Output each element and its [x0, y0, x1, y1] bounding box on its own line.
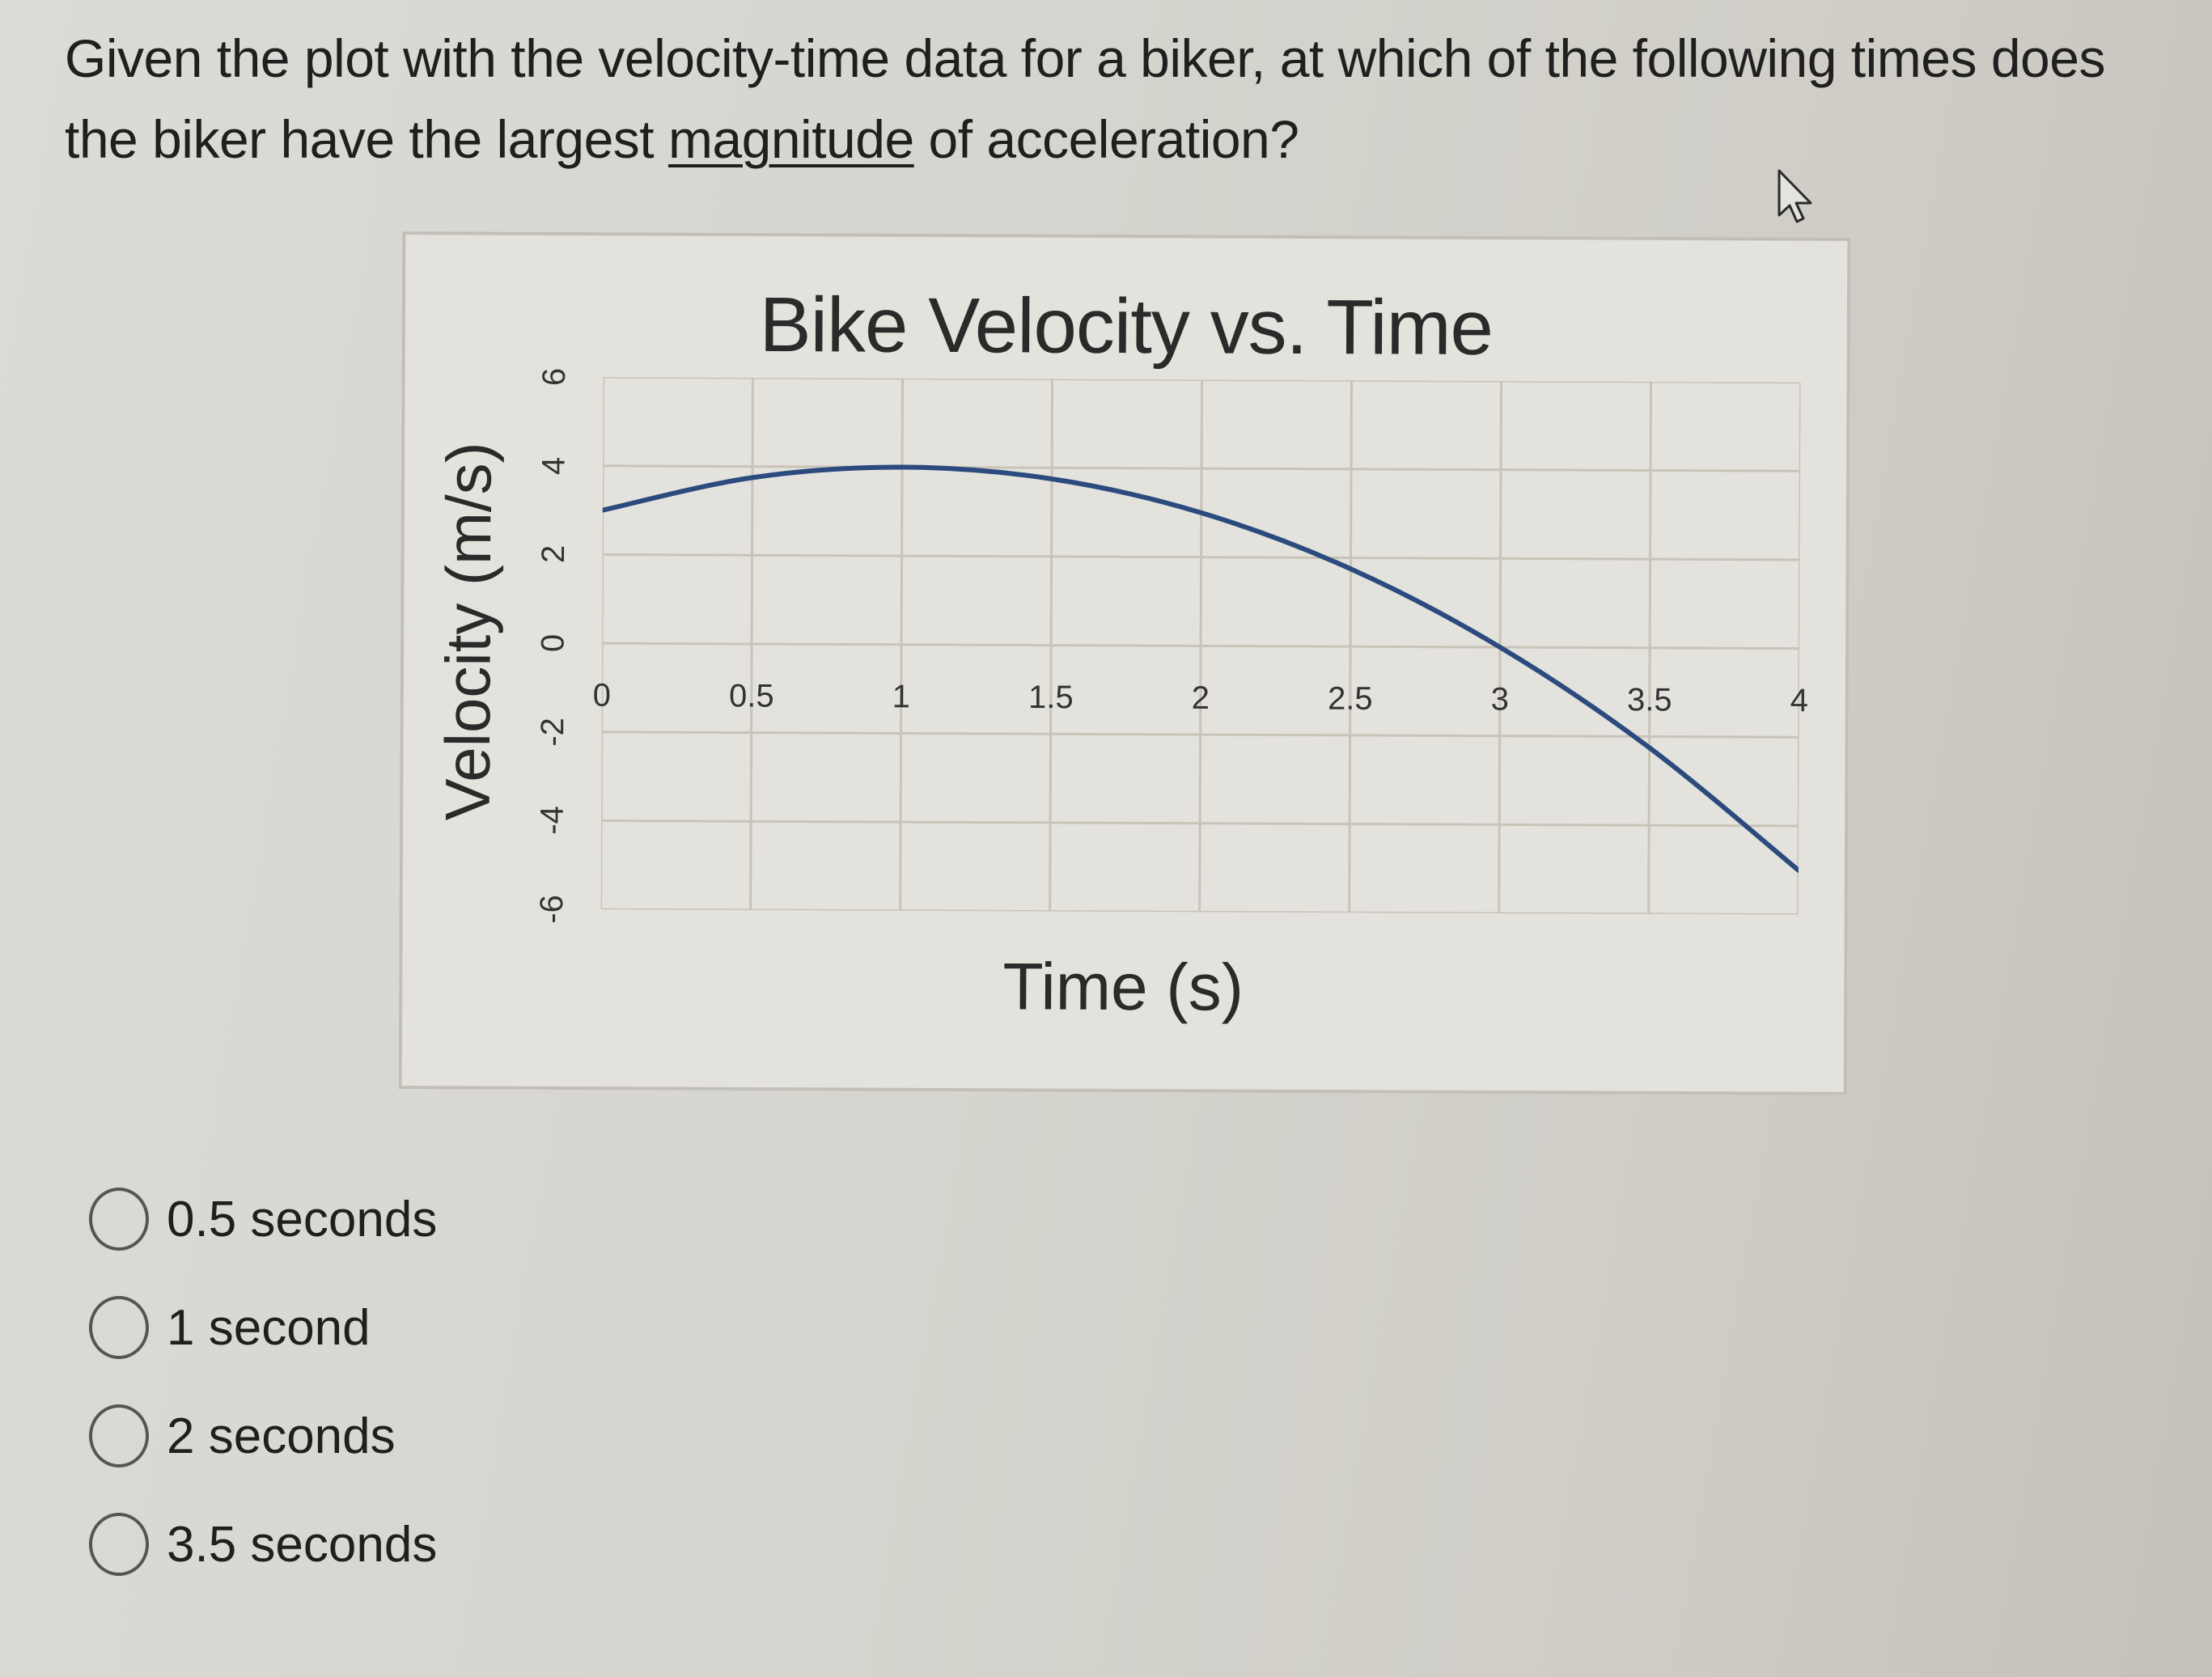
y-axis-ticks: 6 4 2 0 -2 -4 -6 [405, 235, 1847, 924]
mouse-pointer-icon [1778, 169, 1812, 223]
question-text-part1: Given the plot with the velocity-time da… [65, 28, 2105, 169]
option-label: 0.5 seconds [167, 1191, 438, 1247]
x-tick-label: 2.5 [1327, 680, 1373, 717]
y-tick-label: 0 [535, 633, 571, 653]
y-tick-label: -2 [535, 717, 571, 747]
radio-button[interactable] [89, 1404, 149, 1467]
grid-line-horizontal [600, 908, 1799, 915]
velocity-line [600, 464, 1801, 873]
grid-line-horizontal [602, 642, 1800, 650]
question-text: Given the plot with the velocity-time da… [65, 18, 2184, 180]
answer-options: 0.5 seconds 1 second 2 seconds 3.5 seconds [89, 1165, 437, 1599]
answer-option[interactable]: 1 second [89, 1273, 437, 1382]
y-tick-label: 2 [536, 545, 572, 564]
radio-button[interactable] [89, 1296, 149, 1359]
radio-button[interactable] [89, 1513, 149, 1576]
plot-area [600, 377, 1801, 915]
x-axis-ticks: 0 0.5 1 1.5 2 2.5 3 3.5 4 [405, 235, 1847, 719]
grid-line-horizontal [601, 819, 1799, 828]
y-tick-label: 4 [536, 456, 572, 475]
grid-line-vertical [1797, 382, 1801, 915]
answer-option[interactable]: 3.5 seconds [89, 1490, 437, 1599]
grid-line-horizontal [603, 464, 1801, 472]
x-tick-label: 1.5 [1028, 679, 1074, 716]
option-label: 2 seconds [167, 1408, 396, 1464]
x-tick-label: 0.5 [728, 678, 774, 714]
radio-button[interactable] [89, 1188, 149, 1251]
answer-option[interactable]: 2 seconds [89, 1382, 437, 1490]
chart-container: Bike Velocity vs. Time Velocity (m/s) 6 4… [398, 231, 1851, 1095]
x-tick-label: 0 [592, 677, 612, 714]
option-label: 3.5 seconds [167, 1516, 438, 1573]
x-axis-label: Time (s) [1002, 950, 1244, 1025]
y-tick-label: 6 [536, 367, 573, 387]
chart-title: Bike Velocity vs. Time [759, 282, 1494, 371]
x-tick-label: 2 [1191, 680, 1210, 716]
y-axis-label: Velocity (m/s) [431, 442, 505, 821]
question-emphasis: magnitude [667, 109, 914, 169]
grid-line-horizontal [603, 377, 1801, 384]
x-tick-label: 3 [1490, 681, 1510, 718]
x-tick-label: 4 [1790, 683, 1809, 719]
y-tick-label: -6 [534, 895, 570, 924]
y-tick-label: -4 [534, 806, 570, 836]
question-text-part2: of acceleration? [913, 109, 1299, 169]
option-label: 1 second [167, 1299, 371, 1356]
x-tick-label: 3.5 [1626, 682, 1672, 718]
grid-line-horizontal [602, 553, 1800, 561]
x-tick-label: 1 [892, 679, 911, 715]
answer-option[interactable]: 0.5 seconds [89, 1165, 437, 1273]
grid-line-horizontal [601, 731, 1799, 739]
